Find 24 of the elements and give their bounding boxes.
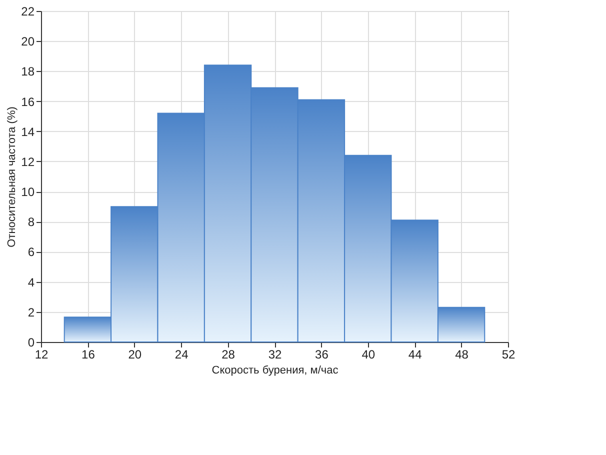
x-tick-label: 40 <box>362 348 376 362</box>
y-tick-label: 20 <box>21 34 35 49</box>
x-tick-label: 48 <box>455 348 469 362</box>
y-tick-label: 10 <box>21 185 35 200</box>
x-tick-label: 36 <box>315 348 329 362</box>
x-tick-label: 52 <box>502 348 516 362</box>
y-tick-label: 16 <box>21 94 35 109</box>
y-tick-label: 2 <box>28 305 35 320</box>
y-tick-label: 8 <box>28 215 35 230</box>
x-tick-label: 28 <box>222 348 236 362</box>
y-tick-label: 22 <box>21 4 35 18</box>
x-tick-label: 44 <box>408 348 422 362</box>
y-tick-label: 18 <box>21 64 35 79</box>
x-tick-label: 24 <box>174 348 189 362</box>
y-axis-title: Относительная частота (%) <box>6 106 18 248</box>
y-tick-label: 6 <box>28 245 35 260</box>
y-tick-label: 0 <box>28 336 35 350</box>
y-tick-label: 12 <box>21 154 35 169</box>
x-tick-label: 20 <box>128 348 142 362</box>
x-tick-label: 16 <box>82 348 96 362</box>
y-tick-label: 14 <box>21 124 35 139</box>
x-axis-title: Скорость бурения, м/час <box>212 364 339 376</box>
x-tick-label: 32 <box>268 348 282 362</box>
y-tick-label: 4 <box>28 275 35 290</box>
